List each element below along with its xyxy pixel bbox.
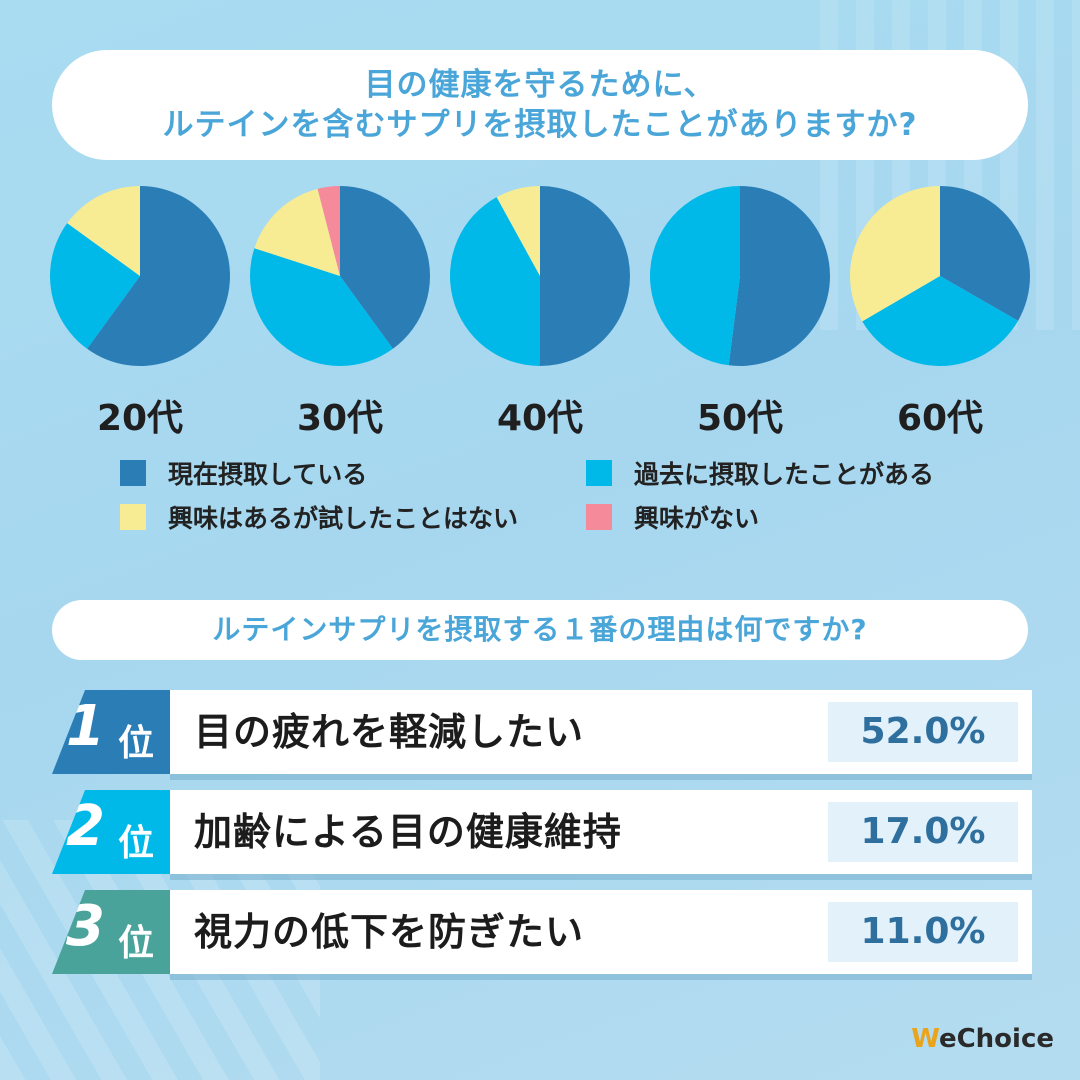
rank-number: 3 xyxy=(66,894,105,959)
pie-slice xyxy=(540,186,630,366)
legend-swatch xyxy=(120,504,146,530)
question-1-banner: 目の健康を守るために、 ルテインを含むサプリを摂取したことがありますか? xyxy=(52,50,1028,160)
rank-percentage: 11.0% xyxy=(828,902,1018,962)
rank-badge: 2 位 xyxy=(52,790,170,874)
pie-slice xyxy=(862,276,1019,366)
pie-30s: 30代 xyxy=(245,185,435,441)
rank-suffix: 位 xyxy=(118,723,155,764)
rank-row-1: 1 位 目の疲れを軽減したい 52.0% xyxy=(52,690,1032,780)
rank-reason: 目の疲れを軽減したい xyxy=(194,710,585,754)
divider xyxy=(170,774,1032,780)
legend: 現在摂取している 過去に摂取したことがある 興味はあるが試したことはない 興味が… xyxy=(120,455,980,545)
pie-slice xyxy=(317,186,340,276)
rank-row-3: 3 位 視力の低下を防ぎたい 11.0% xyxy=(52,890,1032,980)
logo-w: W xyxy=(911,1024,939,1054)
legend-label: 現在摂取している xyxy=(168,460,368,489)
pie-chart xyxy=(49,186,231,366)
divider xyxy=(170,974,1032,980)
divider xyxy=(170,874,1032,880)
rank-reason: 加齢による目の健康維持 xyxy=(194,810,622,854)
legend-item-past: 過去に摂取したことがある xyxy=(586,455,934,491)
rank-body: 目の疲れを軽減したい 52.0% xyxy=(170,690,1032,774)
age-label: 50代 xyxy=(696,398,784,439)
pie-50s: 50代 xyxy=(645,185,835,441)
rank-badge: 3 位 xyxy=(52,890,170,974)
rank-suffix: 位 xyxy=(118,823,155,864)
rank-percentage: 17.0% xyxy=(828,802,1018,862)
legend-item-not-interested: 興味がない xyxy=(586,499,759,535)
pie-60s: 60代 xyxy=(845,185,1035,441)
pie-slice xyxy=(850,186,940,322)
wechoice-logo: WeChoice xyxy=(911,1024,1054,1054)
question-1-line-2: ルテインを含むサプリを摂取したことがありますか? xyxy=(162,107,918,143)
pie-slice xyxy=(87,186,231,366)
legend-swatch xyxy=(586,460,612,486)
legend-swatch xyxy=(586,504,612,530)
pie-40s: 40代 xyxy=(445,185,635,441)
age-label: 20代 xyxy=(96,398,184,439)
legend-item-interested: 興味はあるが試したことはない xyxy=(120,499,518,535)
pie-slice xyxy=(728,186,830,366)
age-label: 30代 xyxy=(296,398,384,439)
legend-label: 興味がない xyxy=(634,504,760,533)
pie-slice xyxy=(449,197,540,366)
rank-row-2: 2 位 加齢による目の健康維持 17.0% xyxy=(52,790,1032,880)
rank-badge: 1 位 xyxy=(52,690,170,774)
pie-20s: 20代 xyxy=(45,185,235,441)
rank-reason: 視力の低下を防ぎたい xyxy=(194,910,585,954)
pie-slice xyxy=(496,186,540,276)
question-2-banner: ルテインサプリを摂取する１番の理由は何ですか? xyxy=(52,600,1028,660)
rank-suffix: 位 xyxy=(118,923,155,964)
pie-slice xyxy=(67,186,140,276)
pie-slice xyxy=(49,223,140,349)
pie-slice xyxy=(340,186,430,349)
question-1-line-1: 目の健康を守るために、 xyxy=(364,67,716,103)
rank-body: 加齢による目の健康維持 17.0% xyxy=(170,790,1032,874)
pie-chart xyxy=(449,186,630,366)
age-label: 60代 xyxy=(896,398,984,439)
pie-slice xyxy=(254,188,340,276)
legend-label: 興味はあるが試したことはない xyxy=(168,504,519,533)
rank-body: 視力の低下を防ぎたい 11.0% xyxy=(170,890,1032,974)
pie-chart xyxy=(850,186,1030,366)
pie-chart xyxy=(250,186,430,366)
pie-chart xyxy=(649,186,830,366)
pie-slice xyxy=(649,186,740,366)
pie-charts: 20代 30代 40代 50代 60代 xyxy=(0,185,1080,439)
legend-label: 過去に摂取したことがある xyxy=(634,460,935,489)
age-label: 40代 xyxy=(496,398,584,439)
rank-number: 2 xyxy=(66,794,105,859)
pie-slice xyxy=(940,186,1030,321)
legend-swatch xyxy=(120,460,146,486)
rank-percentage: 52.0% xyxy=(828,702,1018,762)
pie-slice xyxy=(250,248,393,366)
logo-rest: eChoice xyxy=(938,1024,1054,1054)
rank-number: 1 xyxy=(66,694,105,759)
legend-item-current: 現在摂取している xyxy=(120,455,367,491)
